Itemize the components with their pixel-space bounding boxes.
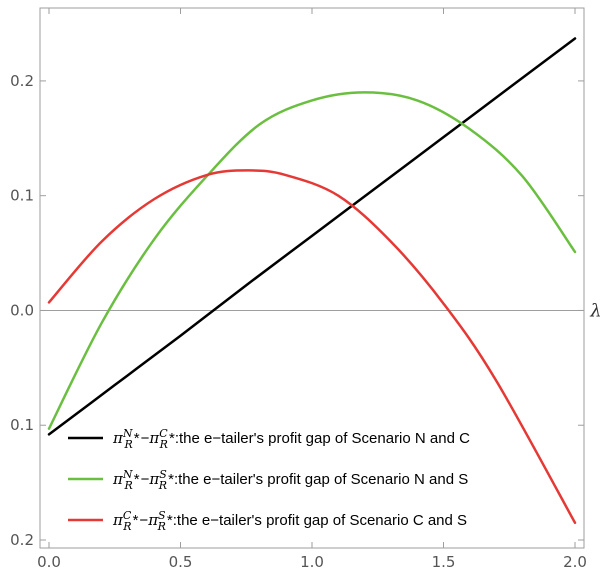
legend-superscript: C <box>123 509 132 522</box>
legend-pi-symbol: π <box>148 429 160 447</box>
legend-pi-symbol: π <box>148 470 160 488</box>
legend-star: * <box>134 471 140 488</box>
legend-subscript: R <box>123 479 132 492</box>
legend-subscript: R <box>159 438 168 451</box>
x-tick-label: 0.5 <box>169 553 193 571</box>
legend-subscript: R <box>123 438 132 451</box>
x-tick-label: 2.0 <box>563 553 587 571</box>
x-axis-variable-label: λ <box>589 300 601 321</box>
legend-star: * <box>133 512 139 529</box>
legend-description: :the e−tailer's profit gap of Scenario N… <box>174 471 468 488</box>
legend-entry-ns: πN R*−πS R*:the e−tailer's profit gap of S… <box>68 468 468 492</box>
legend-subscript: R <box>122 520 131 533</box>
y-tick-label: 0.2 <box>10 72 34 90</box>
tick-marks <box>40 8 584 548</box>
series-layer <box>47 37 577 525</box>
legend-subscript: R <box>157 520 166 533</box>
legend-pi-symbol: π <box>112 470 124 488</box>
legend-pi-symbol: π <box>112 429 124 447</box>
plot-frame <box>39 7 585 549</box>
legend-star: * <box>167 512 173 529</box>
legend-description: :the e−tailer's profit gap of Scenario C… <box>173 512 467 529</box>
y-tick-label: 0.1 <box>10 187 34 205</box>
legend-entry-nc: πN R*−πC R*:the e−tailer's profit gap of S… <box>68 427 470 451</box>
legend-superscript: N <box>122 427 133 440</box>
legend-superscript: N <box>122 468 133 481</box>
legend-minus: − <box>141 471 150 488</box>
series-line-ns <box>47 91 577 430</box>
x-tick-label: 1.5 <box>432 553 456 571</box>
legend-entry-cs: πC R*−πS R*:the e−tailer's profit gap of S… <box>68 509 467 533</box>
tick-labels: 0.0 0.5 1.0 1.5 2.0 0.2 0.1 0.0 0.1 0.2 <box>10 72 587 571</box>
legend-label: πN R*−πS R*:the e−tailer's profit gap of S… <box>112 468 468 492</box>
legend-label: πC R*−πS R*:the e−tailer's profit gap of S… <box>112 509 467 533</box>
x-tick-label: 0.0 <box>37 553 61 571</box>
legend-star: * <box>168 471 174 488</box>
legend-description: :the e−tailer's profit gap of Scenario N… <box>175 430 470 447</box>
legend-star: * <box>134 430 140 447</box>
legend-superscript: S <box>159 468 167 481</box>
legend-star: * <box>169 430 175 447</box>
legend-minus: − <box>139 512 148 529</box>
legend-superscript: S <box>158 509 166 522</box>
series-line-nc <box>47 37 577 436</box>
legend: πN R*−πC R*:the e−tailer's profit gap of S… <box>68 427 470 533</box>
legend-minus: − <box>141 430 150 447</box>
legend-pi-symbol: π <box>112 511 124 529</box>
legend-label: πN R*−πC R*:the e−tailer's profit gap of S… <box>112 427 470 451</box>
y-tick-label: 0.2 <box>10 531 34 549</box>
series-line-cs <box>47 169 577 525</box>
legend-pi-symbol: π <box>147 511 159 529</box>
y-tick-label: 0.1 <box>10 416 34 434</box>
legend-subscript: R <box>158 479 167 492</box>
y-tick-label: 0.0 <box>10 301 34 319</box>
x-tick-label: 1.0 <box>300 553 324 571</box>
legend-superscript: C <box>159 427 168 440</box>
